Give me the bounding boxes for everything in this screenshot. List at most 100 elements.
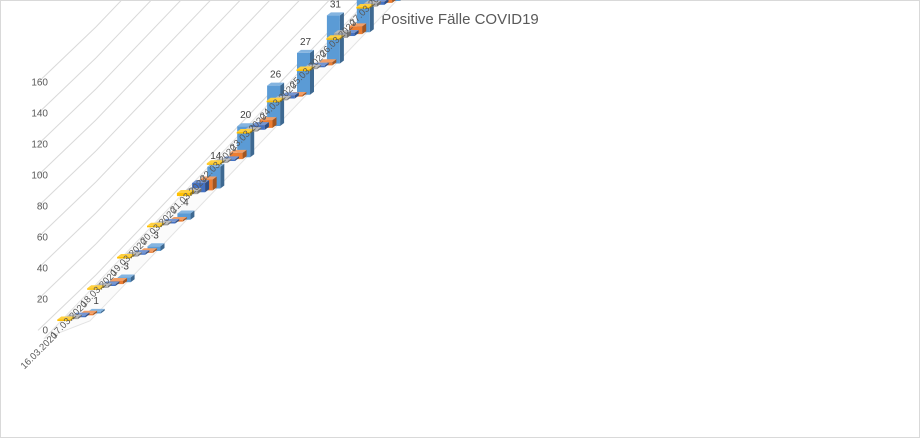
bar-top bbox=[236, 128, 254, 132]
bar bbox=[326, 38, 340, 40]
bar-side bbox=[279, 97, 284, 103]
bar-side bbox=[107, 283, 112, 288]
bar-top bbox=[281, 92, 299, 96]
bar-top bbox=[206, 160, 224, 164]
bar-side bbox=[205, 179, 210, 193]
bar-side bbox=[287, 95, 292, 101]
bar-side bbox=[362, 23, 367, 35]
gridline bbox=[95, 0, 242, 152]
data-label: 27 bbox=[300, 37, 312, 48]
gridline-side bbox=[37, 88, 97, 145]
bar-side bbox=[85, 312, 90, 318]
bar-top bbox=[326, 35, 344, 39]
bar-side bbox=[309, 66, 314, 72]
data-label: 3 bbox=[123, 262, 129, 273]
bar bbox=[237, 126, 251, 158]
gridline bbox=[95, 0, 301, 214]
bar-side bbox=[123, 278, 127, 285]
gridline bbox=[95, 0, 271, 183]
bar bbox=[296, 69, 310, 72]
y-tick-label: 140 bbox=[31, 108, 48, 119]
gridline bbox=[95, 0, 360, 276]
data-label: 31 bbox=[330, 0, 342, 10]
bar-side bbox=[212, 176, 217, 191]
bar-side bbox=[280, 82, 285, 126]
bar-top bbox=[356, 3, 374, 7]
bar-top bbox=[192, 179, 210, 183]
bar bbox=[356, 6, 370, 9]
bar-side bbox=[152, 248, 157, 253]
chart-floor bbox=[43, 0, 398, 340]
bar-side bbox=[384, 0, 389, 5]
gridline bbox=[95, 0, 331, 245]
bar-side bbox=[392, 0, 396, 3]
bar-side bbox=[369, 0, 374, 33]
y-tick-label: 120 bbox=[31, 139, 48, 150]
bar-top bbox=[251, 122, 269, 126]
bar-side bbox=[100, 285, 105, 290]
bar-side bbox=[354, 29, 359, 37]
bar-side bbox=[369, 3, 374, 9]
bar-side bbox=[100, 308, 105, 314]
bar-top bbox=[117, 274, 135, 278]
bar-side bbox=[324, 62, 329, 68]
gridline bbox=[95, 0, 182, 90]
bar-top bbox=[259, 117, 277, 121]
bar-side bbox=[376, 0, 381, 7]
data-label: 4 bbox=[183, 198, 189, 209]
bar-side bbox=[227, 158, 232, 163]
bar-top bbox=[363, 0, 381, 4]
bar-top bbox=[334, 30, 351, 34]
bar-side bbox=[93, 310, 98, 316]
bar-side bbox=[115, 281, 120, 287]
gridline-side bbox=[37, 119, 97, 176]
bar-top bbox=[110, 278, 127, 282]
bar bbox=[176, 192, 190, 197]
gridline-side bbox=[37, 274, 97, 331]
gridline-side bbox=[37, 150, 97, 207]
data-label: 3 bbox=[153, 230, 159, 241]
y-tick-label: 40 bbox=[37, 263, 49, 274]
bar-side bbox=[182, 217, 187, 222]
bar-side bbox=[257, 127, 262, 132]
bar-side bbox=[70, 316, 75, 322]
bar-top bbox=[177, 210, 195, 214]
bar bbox=[147, 225, 160, 228]
bar-top bbox=[296, 66, 314, 70]
bar-side bbox=[264, 122, 269, 130]
bar-side bbox=[145, 250, 150, 255]
bar bbox=[266, 100, 280, 103]
data-label: 26 bbox=[270, 70, 282, 81]
y-tick-label: 100 bbox=[31, 170, 48, 181]
bar-side bbox=[220, 163, 225, 189]
bar-top bbox=[267, 82, 285, 86]
bar-side bbox=[197, 188, 202, 195]
bar-side bbox=[160, 243, 165, 251]
bar-side bbox=[235, 156, 239, 162]
bar-top bbox=[147, 222, 164, 226]
bar-side bbox=[130, 274, 135, 283]
bar-side bbox=[332, 59, 337, 66]
bar-top bbox=[87, 285, 105, 289]
gridline-side bbox=[37, 181, 97, 238]
bar-top bbox=[319, 59, 337, 63]
bar-side bbox=[317, 64, 322, 70]
bar-side bbox=[175, 218, 180, 224]
gridline-side bbox=[37, 243, 97, 300]
bar-side bbox=[190, 210, 195, 220]
bar-top bbox=[237, 123, 255, 127]
bar-side bbox=[130, 253, 135, 259]
gridline bbox=[95, 0, 212, 121]
bar bbox=[87, 288, 101, 290]
bar-side bbox=[242, 149, 247, 160]
chart-title: Positive Fälle COVID19 bbox=[381, 11, 539, 28]
bar-top bbox=[57, 316, 75, 320]
bar-top bbox=[229, 149, 247, 153]
bar-top bbox=[199, 176, 217, 180]
gridline-side bbox=[37, 26, 97, 83]
bar-side bbox=[272, 117, 277, 128]
gridline bbox=[95, 0, 123, 28]
gridline-side bbox=[37, 57, 97, 114]
bar-side bbox=[77, 314, 82, 320]
